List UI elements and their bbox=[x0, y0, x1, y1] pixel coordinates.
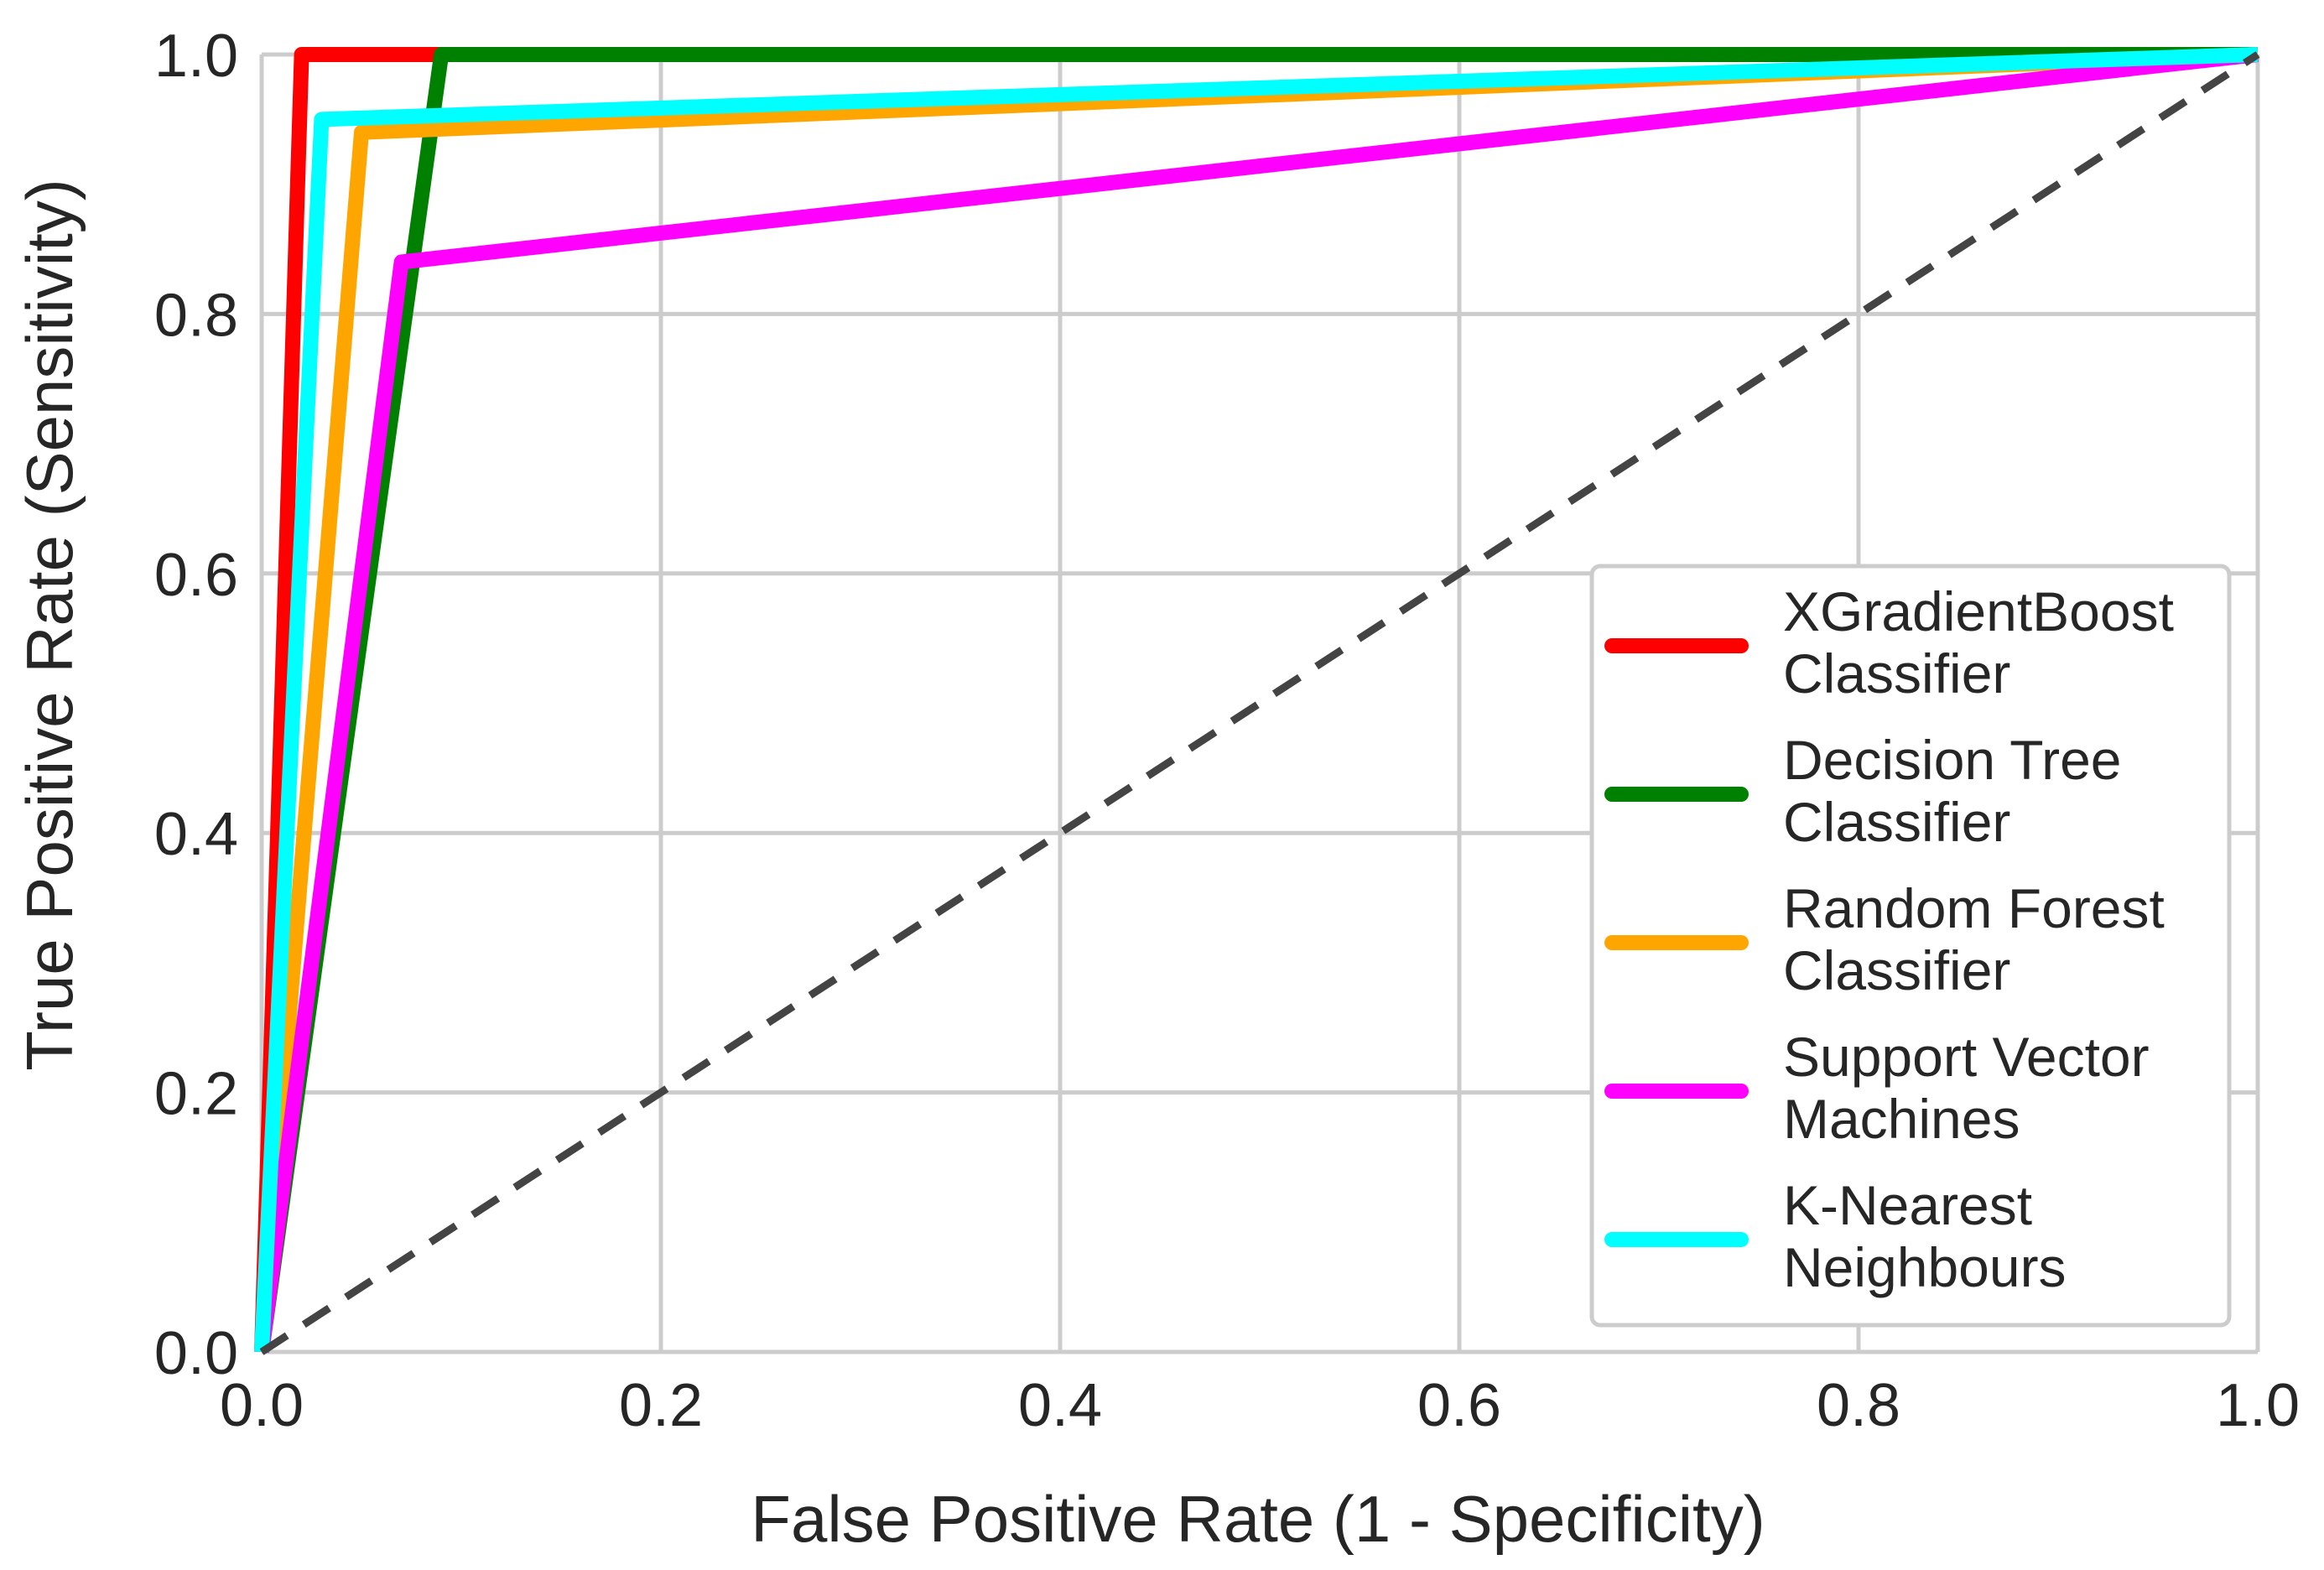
x-tick-label: 1.0 bbox=[2216, 1372, 2300, 1439]
chance-diagonal-line bbox=[259, 51, 2260, 1355]
legend-label-1-line-1: Classifier bbox=[1783, 791, 2010, 853]
y-tick-label: 1.0 bbox=[154, 23, 238, 90]
series-layer bbox=[254, 47, 2260, 1355]
legend-label-0-line-0: XGradientBoost bbox=[1783, 580, 2174, 642]
legend-label-2-line-0: Random Forest bbox=[1783, 877, 2165, 939]
y-tick-label: 0.6 bbox=[154, 542, 238, 609]
ticks: 0.0 0.2 0.4 0.6 0.8 1.0 0.0 0.2 0.4 0.6 0.8 1.0 bbox=[154, 23, 2300, 1439]
legend-label-0-line-1: Classifier bbox=[1783, 642, 2010, 704]
legend-label-1-line-0: Decision Tree bbox=[1783, 729, 2122, 791]
y-axis-label: True Positive Rate (Sensitivity) bbox=[13, 179, 86, 1070]
y-tick-label: 0.0 bbox=[154, 1320, 238, 1387]
x-tick-label: 0.8 bbox=[1817, 1372, 1900, 1439]
legend-label-2-line-1: Classifier bbox=[1783, 939, 2010, 1001]
legend-label-4-line-0: K-Nearest bbox=[1783, 1174, 2032, 1236]
y-tick-label: 0.8 bbox=[154, 282, 238, 349]
x-tick-label: 0.4 bbox=[1018, 1372, 1102, 1439]
legend-label-3-line-1: Machines bbox=[1783, 1088, 2020, 1150]
roc-curve-series-4 bbox=[254, 47, 2259, 1353]
x-tick-label: 0.6 bbox=[1417, 1372, 1501, 1439]
roc-curve-series-3 bbox=[254, 47, 2259, 1354]
legend-label-4-line-1: Neighbours bbox=[1783, 1236, 2067, 1298]
legend-frame bbox=[1589, 564, 2232, 1328]
x-axis-label: False Positive Rate (1 - Specificity) bbox=[751, 1482, 1765, 1556]
x-tick-label: 0.2 bbox=[619, 1372, 703, 1439]
y-tick-label: 0.4 bbox=[154, 801, 238, 868]
x-tick-label: 0.0 bbox=[220, 1372, 304, 1439]
y-tick-label: 0.2 bbox=[154, 1061, 238, 1128]
legend-label-3-line-0: Support Vector bbox=[1783, 1026, 2150, 1088]
